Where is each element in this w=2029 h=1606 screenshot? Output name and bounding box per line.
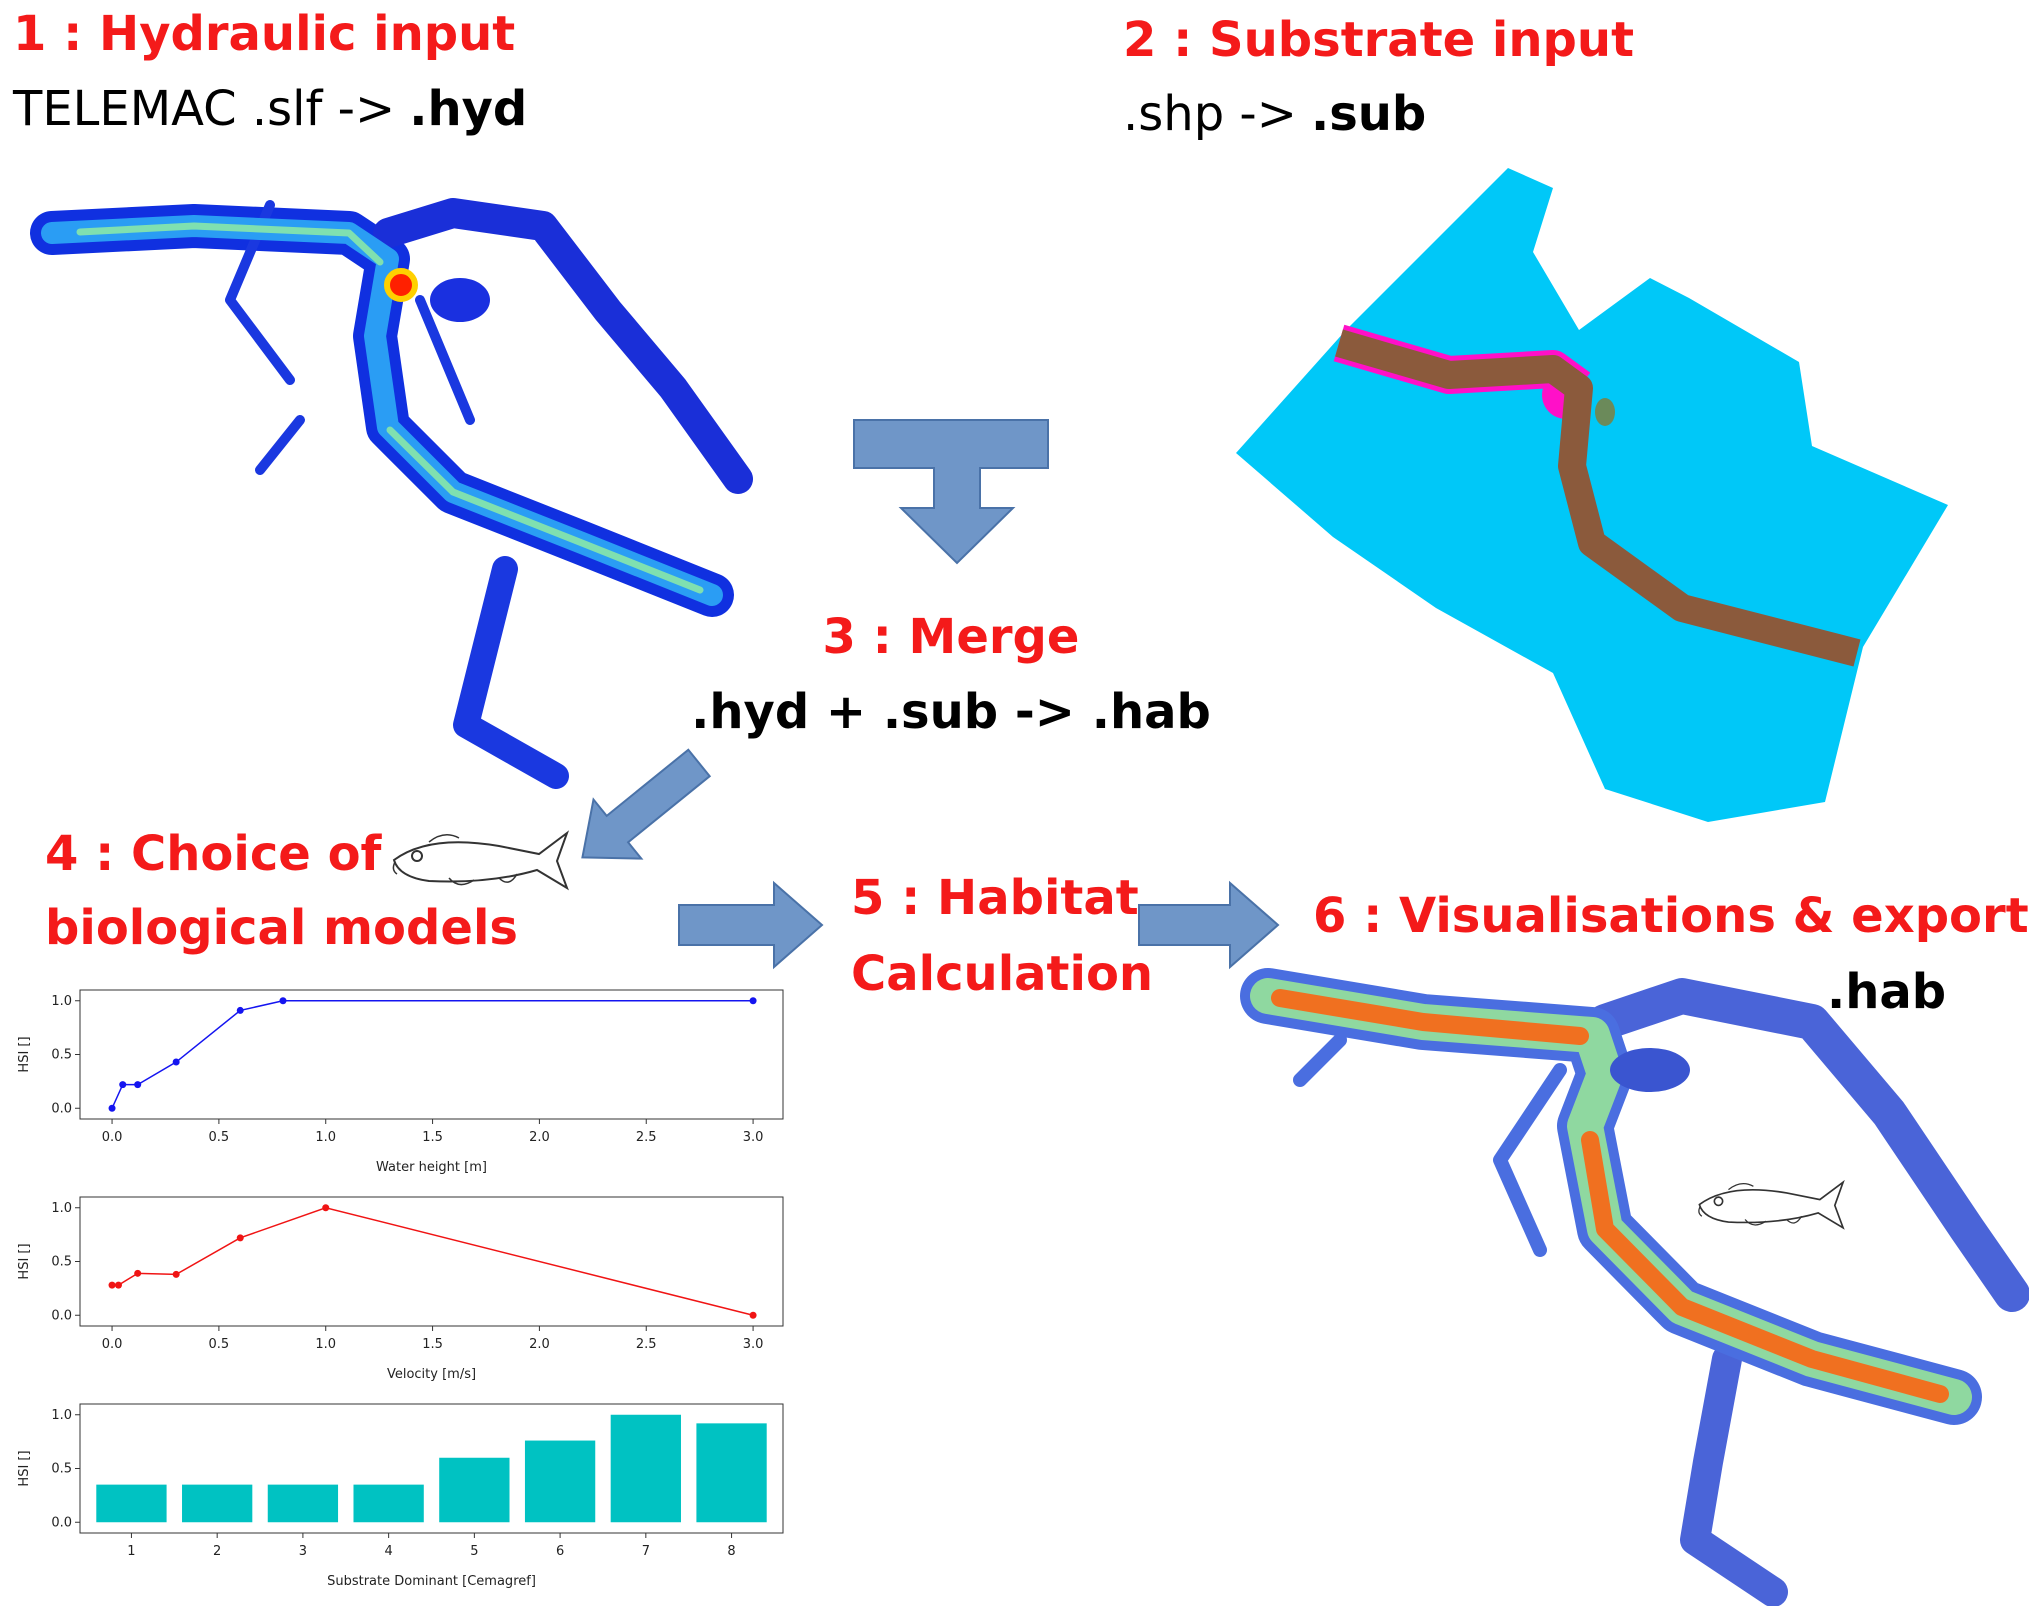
- hsi-point: [134, 1081, 142, 1089]
- plot-frame: [79, 1196, 784, 1327]
- x-tick-label: 3.0: [743, 1337, 764, 1352]
- y-tick-label: 1.0: [51, 1408, 72, 1423]
- step-detail: .shp -> .sub: [1123, 86, 1426, 142]
- hsi-point: [108, 1104, 116, 1112]
- x-tick-label: 5: [470, 1544, 478, 1559]
- x-axis-label: Water height [m]: [376, 1160, 487, 1175]
- x-tick-label: 3: [299, 1544, 307, 1559]
- hsi-point: [749, 997, 757, 1005]
- step-title: 6 : Visualisations & exports: [1313, 888, 2029, 944]
- y-tick-label: 0.5: [51, 1462, 72, 1477]
- hsi-point: [749, 1311, 757, 1319]
- y-tick-label: 0.5: [51, 1255, 72, 1270]
- x-tick-label: 3.0: [743, 1130, 764, 1145]
- hsi-bar: [267, 1484, 339, 1523]
- hsi-point: [114, 1281, 122, 1289]
- x-tick-label: 8: [727, 1544, 735, 1559]
- hsi-charts: 0.0 0.5 1.0 HSI [] Water height [m] 0.0 0.5 1.0…: [17, 989, 784, 1589]
- hsi-point: [134, 1269, 142, 1277]
- x-axis-label: Velocity [m/s]: [387, 1367, 476, 1382]
- hsi-point: [108, 1281, 116, 1289]
- detail-text: .shp ->: [1123, 86, 1297, 142]
- step-detail: .hab: [1827, 964, 1946, 1020]
- step-title: 5 : Habitat: [851, 870, 1139, 926]
- hsi-point: [322, 1204, 330, 1212]
- x-tick-label: 4: [384, 1544, 392, 1559]
- detail-format: .hyd: [409, 81, 527, 137]
- x-tick-label: 2.5: [636, 1130, 657, 1145]
- hsi-point: [236, 1006, 244, 1014]
- hsi-point: [172, 1270, 180, 1278]
- step-detail: TELEMAC .slf -> .hyd: [12, 81, 527, 137]
- y-axis-label: HSI []: [17, 1450, 32, 1486]
- chart: 0.0 0.5 1.0 HSI [] Velocity [m/s] 0.0 0.5 1.0 1.…: [17, 1196, 784, 1382]
- x-tick-label: 7: [642, 1544, 650, 1559]
- x-tick-label: 1: [127, 1544, 135, 1559]
- hsi-line: [111, 1000, 754, 1109]
- choice-arrow: [581, 748, 712, 860]
- x-tick-label: 0.5: [209, 1337, 230, 1352]
- calc-arrow: [678, 880, 824, 970]
- hsi-point: [236, 1234, 244, 1242]
- x-tick-label: 2: [213, 1544, 221, 1559]
- x-tick-label: 0.0: [102, 1337, 123, 1352]
- y-tick-label: 1.0: [51, 994, 72, 1009]
- hsi-bar: [610, 1414, 681, 1523]
- hsi-bar: [696, 1423, 767, 1523]
- y-axis-label: HSI []: [17, 1243, 32, 1279]
- habitat-map: [1240, 968, 2029, 1606]
- hydraulic-map: [30, 198, 753, 789]
- x-tick-label: 2.5: [636, 1337, 657, 1352]
- x-tick-label: 1.0: [315, 1130, 336, 1145]
- x-tick-label: 1.5: [422, 1337, 443, 1352]
- x-tick-label: 2.0: [529, 1337, 550, 1352]
- step-detail: .hyd + .sub -> .hab: [691, 684, 1211, 740]
- step-title: 4 : Choice of: [45, 826, 383, 882]
- step-title: 2 : Substrate input: [1123, 12, 1634, 68]
- hsi-bar: [182, 1484, 253, 1523]
- hsi-bar: [524, 1440, 596, 1523]
- x-tick-label: 1.0: [315, 1337, 336, 1352]
- detail-format: .sub: [1311, 86, 1426, 142]
- chart: 0.0 0.5 1.0 HSI [] Water height [m] 0.0 0.5 1.0…: [17, 989, 784, 1175]
- hsi-bar: [439, 1457, 510, 1523]
- step-title: 3 : Merge: [823, 609, 1080, 665]
- x-tick-label: 0.0: [102, 1130, 123, 1145]
- y-axis-label: HSI []: [17, 1036, 32, 1072]
- hsi-line: [112, 1206, 754, 1316]
- export-arrow: [1138, 880, 1280, 970]
- x-tick-label: 2.0: [529, 1130, 550, 1145]
- step-title: Calculation: [851, 946, 1153, 1002]
- step-title: biological models: [45, 900, 518, 956]
- merge-arrow: [853, 419, 1049, 565]
- hsi-bar: [96, 1484, 167, 1523]
- y-tick-label: 1.0: [51, 1201, 72, 1216]
- x-axis-label: Substrate Dominant [Cemagref]: [327, 1574, 536, 1589]
- y-tick-label: 0.0: [51, 1308, 72, 1323]
- y-tick-label: 0.5: [51, 1048, 72, 1063]
- step-title: 1 : Hydraulic input: [13, 6, 515, 62]
- hsi-point: [172, 1058, 180, 1066]
- y-tick-label: 0.0: [51, 1515, 72, 1530]
- chart: 0.0 0.5 1.0 HSI [] Substrate Dominant [Cemag…: [17, 1403, 784, 1589]
- fish-icon: [1698, 1181, 1844, 1229]
- x-tick-label: 6: [556, 1544, 564, 1559]
- hsi-point: [279, 997, 287, 1005]
- hsi-point: [119, 1081, 127, 1089]
- detail-text: TELEMAC .slf ->: [12, 81, 395, 137]
- y-tick-label: 0.0: [51, 1101, 72, 1116]
- x-tick-label: 1.5: [422, 1130, 443, 1145]
- substrate-map: [1236, 168, 1948, 822]
- fish-icon: [392, 831, 569, 890]
- hsi-bar: [353, 1484, 424, 1523]
- x-tick-label: 0.5: [209, 1130, 230, 1145]
